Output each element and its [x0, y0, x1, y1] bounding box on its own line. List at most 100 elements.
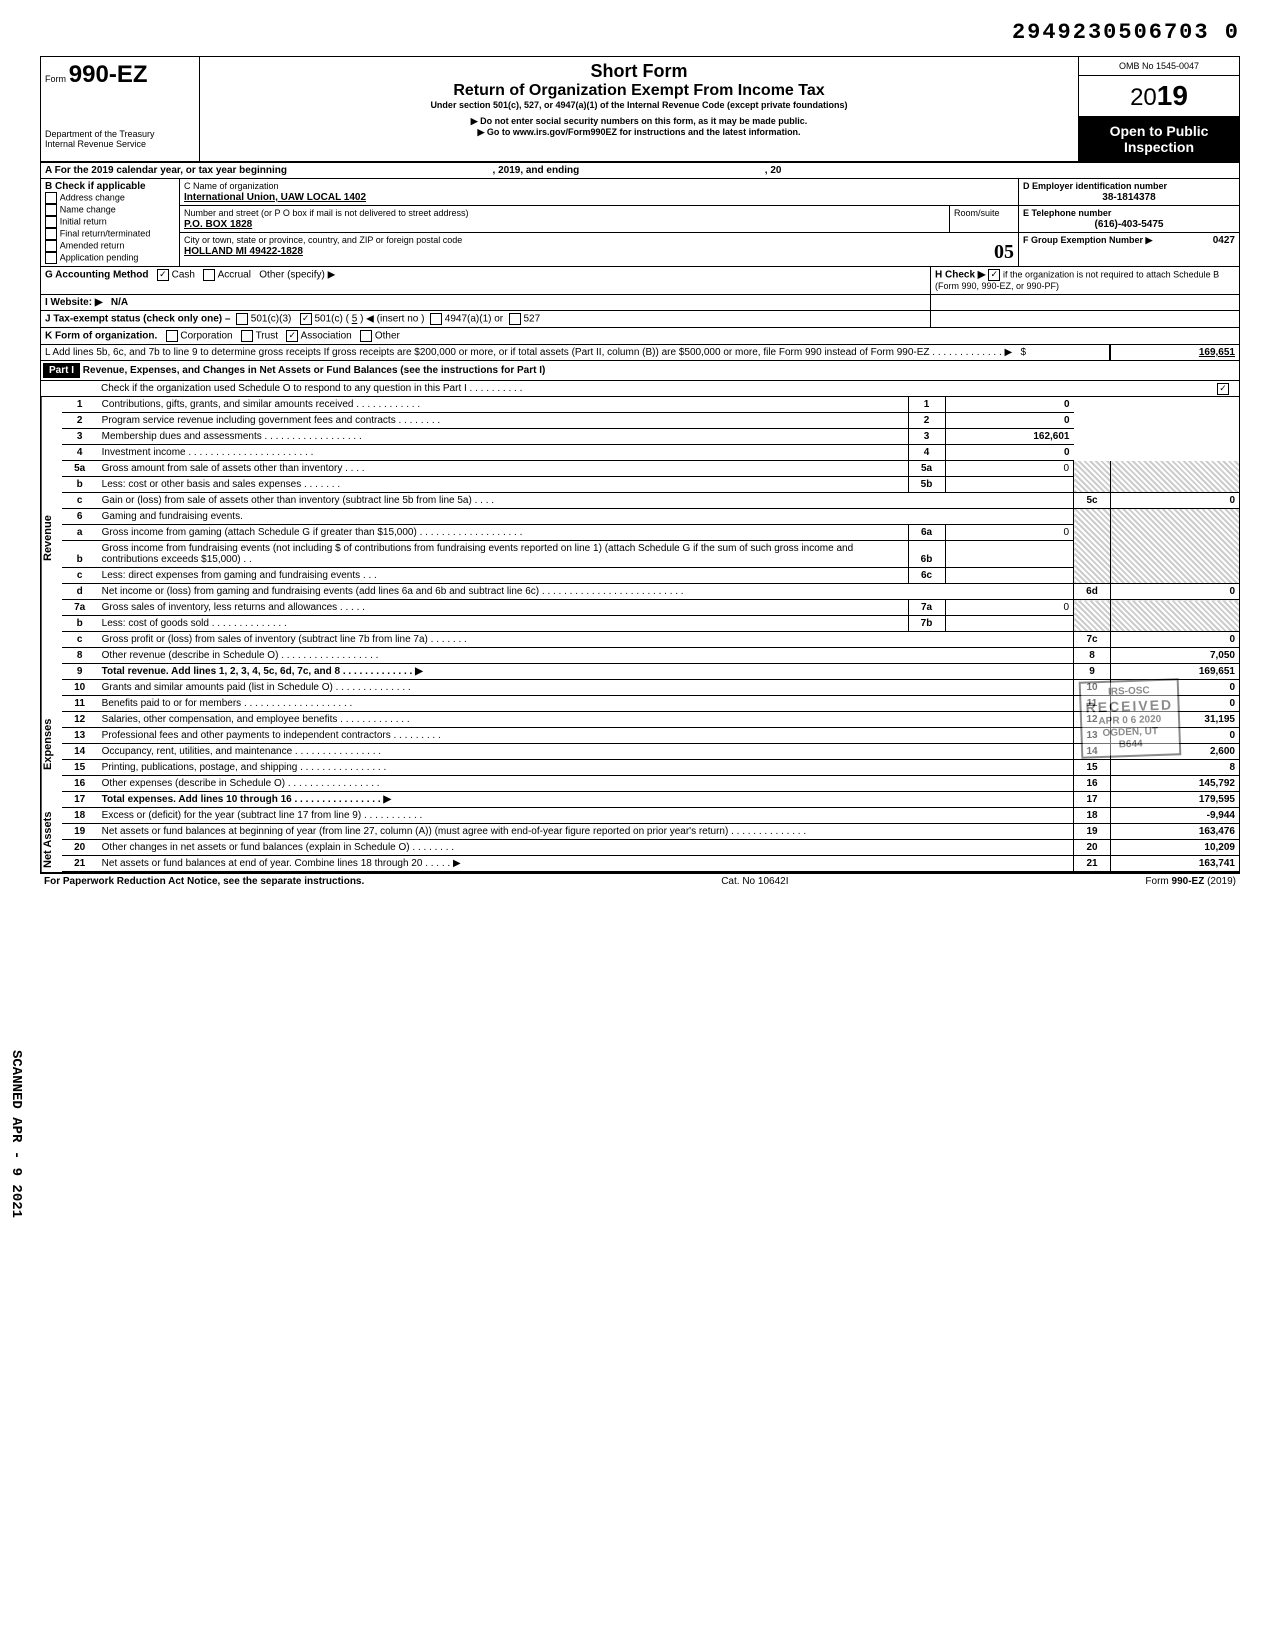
k-other: Other [375, 331, 400, 342]
h-label: H Check ▶ [935, 270, 985, 281]
checkbox-501c3[interactable] [236, 313, 248, 325]
line-3-desc: Membership dues and assessments . . . . … [98, 429, 908, 445]
line-6a-sub: 6a [908, 525, 945, 541]
city-state-zip: HOLLAND MI 49422-1828 [184, 246, 303, 257]
footer-mid: Cat. No 10642I [721, 876, 788, 887]
ein: 38-1814378 [1102, 192, 1155, 203]
b-item-2: Initial return [60, 217, 107, 227]
checkbox-name-change[interactable] [45, 204, 57, 216]
f-label: F Group Exemption Number ▶ [1023, 235, 1152, 245]
side-sticker: 05 [994, 241, 1014, 264]
line-7c-val: 0 [1111, 632, 1240, 648]
line-10-desc: Grants and similar amounts paid (list in… [98, 680, 1074, 696]
part1-header-row: Part I Revenue, Expenses, and Changes in… [40, 361, 1240, 381]
i-label: I Website: ▶ [45, 297, 103, 308]
checkbox-amended-return[interactable] [45, 240, 57, 252]
subtitle: Under section 501(c), 527, or 4947(a)(1)… [204, 100, 1074, 110]
b-label: B Check if applicable [45, 181, 146, 192]
checkbox-final-return[interactable] [45, 228, 57, 240]
row-g-h: G Accounting Method ✓ Cash Accrual Other… [40, 267, 1240, 295]
checkbox-4947[interactable] [430, 313, 442, 325]
line-5a-sub: 5a [908, 461, 945, 477]
line-9-val: 169,651 [1111, 664, 1240, 680]
b-item-5: Application pending [60, 253, 139, 263]
line-19-desc: Net assets or fund balances at beginning… [98, 824, 1074, 840]
j-label: J Tax-exempt status (check only one) – [45, 314, 230, 325]
revenue-vert-label: Revenue [41, 397, 62, 680]
line-7c-desc: Gross profit or (loss) from sales of inv… [98, 632, 1074, 648]
row-a-end: , 20 [765, 165, 782, 176]
checkbox-address-change[interactable] [45, 192, 57, 204]
line-18-val: -9,944 [1111, 808, 1240, 824]
line-6b-sub: 6b [908, 541, 945, 568]
line-7a-sub: 7a [908, 600, 945, 616]
line-7a-subval: 0 [945, 600, 1074, 616]
j-501c3: 501(c)(3) [251, 314, 292, 325]
d-label: D Employer identification number [1023, 181, 1167, 191]
line-4-desc: Investment income . . . . . . . . . . . … [98, 445, 908, 461]
line-6a-subval: 0 [945, 525, 1074, 541]
checkbox-trust[interactable] [241, 330, 253, 342]
footer-right: Form 990-EZ (2019) [1145, 876, 1236, 887]
line-17-desc: Total expenses. Add lines 10 through 16 … [102, 794, 391, 805]
j-501c: 501(c) ( [314, 314, 348, 325]
line-6b-desc: Gross income from fundraising events (no… [98, 541, 908, 568]
line-1-desc: Contributions, gifts, grants, and simila… [98, 397, 908, 413]
checkbox-501c[interactable]: ✓ [300, 313, 312, 325]
b-item-1: Name change [60, 205, 116, 215]
line-6c-subval [945, 568, 1074, 584]
e-label: E Telephone number [1023, 208, 1111, 218]
line-5a-desc: Gross amount from sale of assets other t… [98, 461, 908, 477]
line-2-desc: Program service revenue including govern… [98, 413, 908, 429]
room-suite-label: Room/suite [950, 206, 1018, 232]
line-15-val: 8 [1111, 760, 1240, 776]
c-label: C Name of organization [184, 181, 279, 191]
checkbox-part1-schedule-o[interactable]: ✓ [1217, 383, 1229, 395]
form-prefix: Form [45, 74, 66, 84]
main-title: Return of Organization Exempt From Incom… [204, 82, 1074, 100]
line-4-val: 0 [945, 445, 1074, 461]
line-6-desc: Gaming and fundraising events. [98, 509, 1074, 525]
checkbox-initial-return[interactable] [45, 216, 57, 228]
phone: (616)-403-5475 [1095, 219, 1164, 230]
line-11-desc: Benefits paid to or for members . . . . … [98, 696, 1074, 712]
b-item-3: Final return/terminated [60, 229, 151, 239]
checkbox-cash[interactable]: ✓ [157, 269, 169, 281]
group-exemption-no: 0427 [1213, 235, 1235, 246]
form-number: 990-EZ [69, 61, 148, 88]
line-5a-subval: 0 [945, 461, 1074, 477]
line-7b-sub: 7b [908, 616, 945, 632]
line-19-val: 163,476 [1111, 824, 1240, 840]
b-item-0: Address change [60, 193, 125, 203]
revenue-section: Revenue 1Contributions, gifts, grants, a… [40, 397, 1240, 680]
line-6c-desc: Less: direct expenses from gaming and fu… [98, 568, 908, 584]
checkbox-accrual[interactable] [203, 269, 215, 281]
addr-label: Number and street (or P O box if mail is… [184, 208, 468, 218]
j-527: 527 [523, 314, 540, 325]
g-accrual: Accrual [218, 270, 251, 281]
k-assoc: Association [301, 331, 352, 342]
checkbox-other[interactable] [360, 330, 372, 342]
line-5b-desc: Less: cost or other basis and sales expe… [98, 477, 908, 493]
checkbox-application-pending[interactable] [45, 252, 57, 264]
net-assets-vert-label: Net Assets [41, 808, 62, 872]
j-4947: 4947(a)(1) or [445, 314, 503, 325]
line-20-desc: Other changes in net assets or fund bala… [98, 840, 1074, 856]
g-label: G Accounting Method [45, 270, 149, 281]
checkbox-h[interactable]: ✓ [988, 269, 1000, 281]
checkbox-corporation[interactable] [166, 330, 178, 342]
short-form-title: Short Form [204, 61, 1074, 82]
checkbox-association[interactable]: ✓ [286, 330, 298, 342]
net-assets-section: Net Assets 18Excess or (deficit) for the… [40, 808, 1240, 874]
part1-check-row: Check if the organization used Schedule … [40, 381, 1240, 397]
line-5b-subval [945, 477, 1074, 493]
row-k-form-of-org: K Form of organization. Corporation Trus… [40, 328, 1240, 345]
expenses-vert-label: Expenses [41, 680, 62, 808]
line-6d-val: 0 [1111, 584, 1240, 600]
checkbox-527[interactable] [509, 313, 521, 325]
stamp-line5: B644 [1087, 737, 1175, 752]
g-cash: Cash [172, 270, 195, 281]
row-a-begin: A For the 2019 calendar year, or tax yea… [45, 165, 287, 176]
line-5b-sub: 5b [908, 477, 945, 493]
row-l-gross-receipts: L Add lines 5b, 6c, and 7b to line 9 to … [40, 345, 1240, 361]
